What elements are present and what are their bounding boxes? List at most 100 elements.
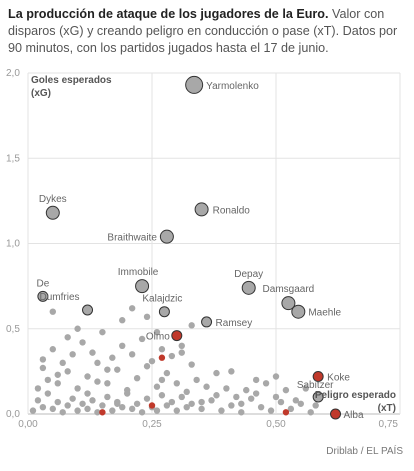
x-axis-title: (xT): [378, 403, 396, 414]
player-dot: [307, 409, 314, 416]
player-dot: [49, 405, 56, 413]
player-dot: [84, 373, 91, 380]
player-dot-alba: [330, 408, 342, 420]
player-dot: [243, 386, 250, 394]
player-label-damsgaard: Damsgaard: [263, 284, 315, 295]
player-dot: [148, 357, 156, 365]
player-dot: [59, 409, 66, 416]
player-dot: [74, 325, 81, 332]
player-dot: [302, 385, 309, 392]
axis-titles: Goles esperados (xG) Peligro esperado (xT): [31, 75, 396, 414]
player-dot: [158, 346, 166, 353]
player-dot: [277, 398, 285, 406]
player-dot: [109, 354, 116, 361]
player-dot: [94, 409, 101, 416]
player-dot: [312, 402, 319, 409]
player-dot: [79, 400, 86, 407]
player-dot: [163, 369, 171, 377]
player-dot: [292, 397, 300, 404]
player-dot-ramsey: [201, 316, 213, 328]
y-tick-label: 0,5: [6, 324, 20, 335]
player-label-dumfries: Dumfries: [40, 292, 80, 303]
y-tick-label: 2,0: [6, 68, 20, 79]
x-axis-title: Peligro esperado: [315, 390, 396, 401]
player-label-koke: Koke: [327, 372, 350, 383]
chart-headline: La producción de ataque de los jugadores…: [8, 6, 406, 57]
player-dot: [34, 397, 42, 404]
player-dot-braithwaite: [159, 229, 174, 244]
player-dot: [173, 407, 180, 414]
point-labels: Yarmolenko Dykes Ronaldo Braithwaite Immobil…: [36, 81, 363, 421]
player-label-ronaldo: Ronaldo: [213, 205, 251, 216]
player-dot: [64, 402, 71, 409]
player-dot: [119, 317, 126, 324]
player-dot: [168, 398, 176, 406]
player-dot: [158, 392, 166, 399]
player-dot-ronaldo: [194, 202, 209, 217]
player-dot: [193, 376, 200, 384]
player-dot-de: [37, 290, 49, 302]
player-dot: [218, 407, 225, 414]
player-dot: [183, 403, 190, 411]
player-dot: [252, 376, 260, 384]
player-dot-maehle: [291, 304, 306, 319]
player-dot: [49, 346, 56, 353]
player-dot: [133, 374, 141, 382]
player-dot: [39, 364, 47, 372]
player-dot: [49, 308, 56, 315]
player-dot-immobile: [135, 279, 150, 294]
player-dot: [84, 390, 91, 397]
axis-ticks: 0,0 0,5 1,0 1,5 2,0 0,00 0,25 0,50 0,75: [6, 68, 398, 430]
player-dot: [153, 328, 161, 336]
player-dot-olmo: [171, 330, 183, 342]
player-dot: [178, 393, 185, 401]
player-dot-yarmolenko: [185, 75, 204, 94]
player-dot: [228, 402, 235, 409]
player-dot: [119, 403, 126, 411]
spain-player-dot: [99, 409, 106, 416]
player-dot: [64, 334, 71, 341]
player-dot: [262, 380, 270, 387]
y-tick-label: 1,5: [6, 153, 20, 164]
x-tick-label: 0,75: [379, 419, 399, 430]
player-label-immobile: Immobile: [118, 267, 159, 278]
player-dot: [138, 409, 146, 416]
x-tick-label: 0,25: [142, 419, 162, 430]
y-axis-title: (xG): [31, 88, 51, 99]
player-dot: [163, 402, 171, 409]
player-dot: [178, 342, 185, 349]
x-tick-label: 0,50: [266, 419, 286, 430]
player-label-alba: Alba: [344, 410, 364, 421]
y-axis-title: Goles esperados: [31, 75, 112, 86]
player-dot: [39, 403, 47, 411]
player-dot: [272, 393, 280, 401]
player-dot: [173, 380, 180, 387]
player-dot: [79, 339, 86, 346]
player-label-de: De: [36, 278, 49, 289]
spain-player-dot: [148, 402, 156, 409]
player-dot-koke: [312, 370, 324, 382]
player-label-sabitzer: Sabitzer: [297, 380, 334, 391]
x-tick-label: 0,00: [18, 419, 38, 430]
player-dot: [133, 400, 141, 407]
player-dot: [208, 397, 215, 404]
points: [29, 75, 342, 420]
player-dot: [89, 397, 96, 404]
y-tick-label: 1,0: [6, 239, 20, 250]
player-dot: [272, 373, 280, 380]
player-dot: [104, 366, 111, 373]
player-dot: [34, 385, 42, 392]
player-dot: [119, 342, 126, 349]
player-dot: [69, 351, 76, 358]
player-dot: [252, 390, 260, 397]
player-dot: [138, 335, 146, 343]
player-dot: [188, 361, 195, 368]
player-dot-depay: [241, 280, 256, 295]
player-dot: [128, 351, 136, 358]
player-dot: [59, 359, 66, 367]
player-dot: [128, 405, 136, 413]
player-dot: [109, 407, 116, 414]
player-dot: [114, 400, 121, 407]
